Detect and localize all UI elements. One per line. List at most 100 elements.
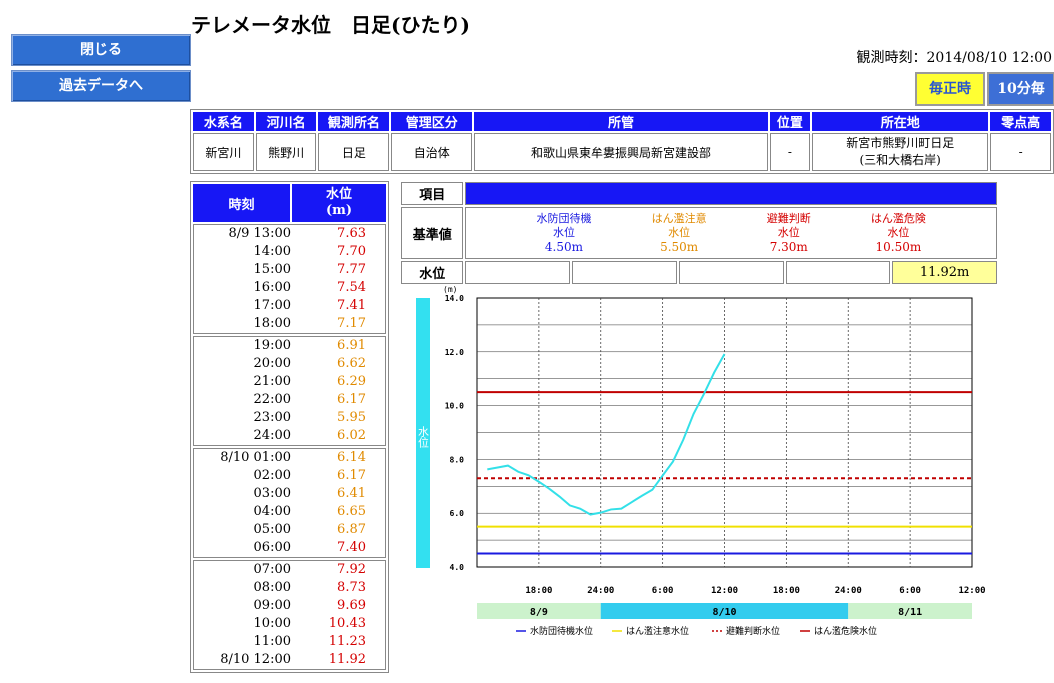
river-cell: 熊野川 <box>255 133 317 171</box>
row-group: 8/10 01:00 6.14 02:00 6.17 03:00 6.41 04:00 6.6… <box>193 448 386 558</box>
standard-sub: 水位 <box>668 226 691 239</box>
y-tick-label: 12.0 <box>445 348 464 357</box>
legend-label: はん濫危険水位 <box>814 625 877 637</box>
level-cell: 7.54 <box>337 280 366 295</box>
table-row: 22:00 6.17 <box>194 391 385 409</box>
ylabel-bar <box>416 298 430 568</box>
time-cell: 23:00 <box>253 410 291 425</box>
standard-sub: 水位 <box>552 226 575 239</box>
standard-name: 水防団待機 <box>536 212 592 225</box>
x-tick-label: 12:00 <box>711 586 738 596</box>
level-label: 水位 <box>401 261 464 284</box>
base-values: 水防団待機 水位 4.50m はん濫注意 水位 5.50m 避難判断 水位 7.30m はん… <box>465 207 997 259</box>
y-tick-label: 8.0 <box>450 455 465 464</box>
col-header: 位置 <box>769 112 811 131</box>
table-row: 06:00 7.40 <box>194 539 385 557</box>
table-row: 19:00 6.91 <box>194 337 385 355</box>
x-tick-label: 6:00 <box>652 586 674 596</box>
standard-sub: 水位 <box>777 226 800 239</box>
col-header: 管理区分 <box>391 112 473 131</box>
time-cell: 8/9 13:00 <box>228 226 291 241</box>
date-label: 8/9 <box>530 607 548 618</box>
table-row: 8/10 01:00 6.14 <box>194 449 385 467</box>
past-data-button[interactable]: 過去データへ <box>11 70 191 102</box>
time-cell: 08:00 <box>253 580 291 595</box>
level-cell: 6.02 <box>337 428 366 443</box>
y-tick-label: 4.0 <box>450 563 465 572</box>
table-row: 18:00 7.17 <box>194 315 385 333</box>
station-info-table: 水系名 河川名 観測所名 管理区分 所管 位置 所在地 零点高 新宮川 熊野川 … <box>190 109 1054 174</box>
row-group: 19:00 6.91 20:00 6.62 21:00 6.29 22:00 6.17 23:0… <box>193 336 386 446</box>
time-cell: 22:00 <box>253 392 291 407</box>
time-cell: 20:00 <box>253 356 291 371</box>
item-header: 項目 <box>401 182 464 205</box>
plot-area: 4.0 6.0 8.0 10.0 12.0 14.0 18:00 24:00 6:00 12:00… <box>445 294 986 637</box>
x-tick-label: 6:00 <box>899 586 921 596</box>
location-cell: 新宮市熊野川町日足 (三和大橋右岸) <box>812 133 989 171</box>
standard-sub: 水位 <box>887 226 910 239</box>
col-header: 零点高 <box>990 112 1051 131</box>
hourly-button[interactable]: 毎正時 <box>915 72 985 106</box>
standard-value: 10.50m <box>875 240 922 254</box>
level-cell: 11.23 <box>328 634 366 649</box>
table-row: 08:00 8.73 <box>194 579 385 597</box>
table-row: 23:00 5.95 <box>194 409 385 427</box>
ten-minute-button[interactable]: 10分毎 <box>987 72 1054 106</box>
date-label: 8/10 <box>712 607 736 618</box>
item-header-bar <box>465 182 997 205</box>
level-empty-cell <box>678 261 784 284</box>
level-cell: 6.17 <box>337 392 366 407</box>
level-series-line <box>487 353 726 516</box>
standard-value: 7.30m <box>769 240 808 254</box>
time-cell: 18:00 <box>253 316 291 331</box>
level-cell: 7.92 <box>337 562 366 577</box>
time-cell: 24:00 <box>253 428 291 443</box>
time-cell: 21:00 <box>253 374 291 389</box>
table-row: 16:00 7.54 <box>194 279 385 297</box>
table-row: 15:00 7.77 <box>194 261 385 279</box>
y-tick-label: 10.0 <box>445 402 464 411</box>
level-empty-cell <box>465 261 571 284</box>
table-row: 8/9 13:00 7.63 <box>194 225 385 243</box>
management-cell: 自治体 <box>391 133 473 171</box>
current-level-cell: 11.92m <box>892 261 997 284</box>
time-cell: 8/10 12:00 <box>220 652 291 667</box>
station-cell: 日足 <box>318 133 390 171</box>
date-segment <box>600 603 849 619</box>
level-cell: 10.43 <box>328 616 366 631</box>
time-cell: 10:00 <box>253 616 291 631</box>
level-cell: 7.70 <box>337 244 366 259</box>
standard-item: 避難判断 水位 7.30m <box>767 212 811 254</box>
col-header: 河川名 <box>255 112 317 131</box>
legend-label: 水防団待機水位 <box>530 625 593 637</box>
observation-time: 観測時刻：2014/08/10 12:00 <box>856 50 1053 66</box>
standard-value: 4.50m <box>544 240 584 254</box>
level-cell: 5.95 <box>337 410 366 425</box>
date-label: 8/11 <box>898 607 922 618</box>
time-cell: 14:00 <box>253 244 291 259</box>
x-tick-label: 18:00 <box>773 586 800 596</box>
y-tick-label: 14.0 <box>445 294 464 303</box>
close-button[interactable]: 閉じる <box>11 34 191 66</box>
time-cell: 19:00 <box>253 338 291 353</box>
standard-name: はん濫注意 <box>651 212 707 225</box>
water-level-chart: 水位 (m) 4.0 6.0 8.0 10.0 12.0 14.0 18:00 24:00 6:… <box>416 285 986 637</box>
page-title: テレメータ水位 日足(ひたり) <box>191 13 470 37</box>
zero-height-cell: - <box>990 133 1051 171</box>
level-cell: 6.17 <box>337 468 366 483</box>
col-header: 水系名 <box>193 112 254 131</box>
level-cell: 7.63 <box>337 226 366 241</box>
level-cell: 7.17 <box>337 316 366 331</box>
level-cell: 6.65 <box>337 504 366 519</box>
table-row: 24:00 6.02 <box>194 427 385 445</box>
time-cell: 03:00 <box>253 486 291 501</box>
time-cell: 05:00 <box>253 522 291 537</box>
standard-name: はん濫危険 <box>870 212 926 225</box>
y-unit: (m) <box>443 285 457 294</box>
time-cell: 11:00 <box>253 634 291 649</box>
jurisdiction-cell: 和歌山県東牟婁振興局新宮建設部 <box>474 133 768 171</box>
time-header: 時刻 <box>193 184 290 222</box>
table-row: 14:00 7.70 <box>194 243 385 261</box>
table-row: 8/10 12:00 11.92 <box>194 651 385 669</box>
river-system-cell: 新宮川 <box>193 133 254 171</box>
